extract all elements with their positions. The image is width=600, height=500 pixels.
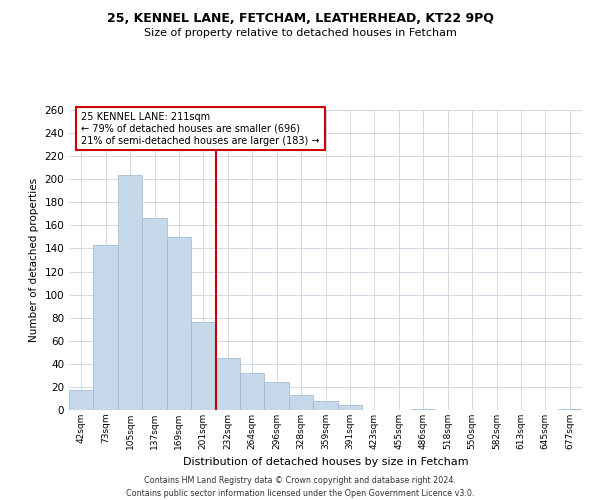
Bar: [313, 401, 338, 410]
Bar: [338, 406, 362, 410]
Bar: [94, 245, 118, 410]
Text: 25, KENNEL LANE, FETCHAM, LEATHERHEAD, KT22 9PQ: 25, KENNEL LANE, FETCHAM, LEATHERHEAD, K…: [107, 12, 493, 26]
Text: 25 KENNEL LANE: 211sqm
← 79% of detached houses are smaller (696)
21% of semi-de: 25 KENNEL LANE: 211sqm ← 79% of detached…: [81, 112, 320, 146]
X-axis label: Distribution of detached houses by size in Fetcham: Distribution of detached houses by size …: [182, 458, 469, 468]
Bar: [289, 395, 313, 410]
Bar: [265, 382, 289, 410]
Bar: [191, 322, 215, 410]
Text: Contains HM Land Registry data © Crown copyright and database right 2024.
Contai: Contains HM Land Registry data © Crown c…: [126, 476, 474, 498]
Y-axis label: Number of detached properties: Number of detached properties: [29, 178, 39, 342]
Bar: [411, 409, 436, 410]
Bar: [118, 174, 142, 410]
Bar: [167, 237, 191, 410]
Bar: [69, 390, 94, 410]
Bar: [142, 218, 167, 410]
Bar: [240, 373, 265, 410]
Text: Size of property relative to detached houses in Fetcham: Size of property relative to detached ho…: [143, 28, 457, 38]
Bar: [215, 358, 240, 410]
Bar: [557, 409, 582, 410]
